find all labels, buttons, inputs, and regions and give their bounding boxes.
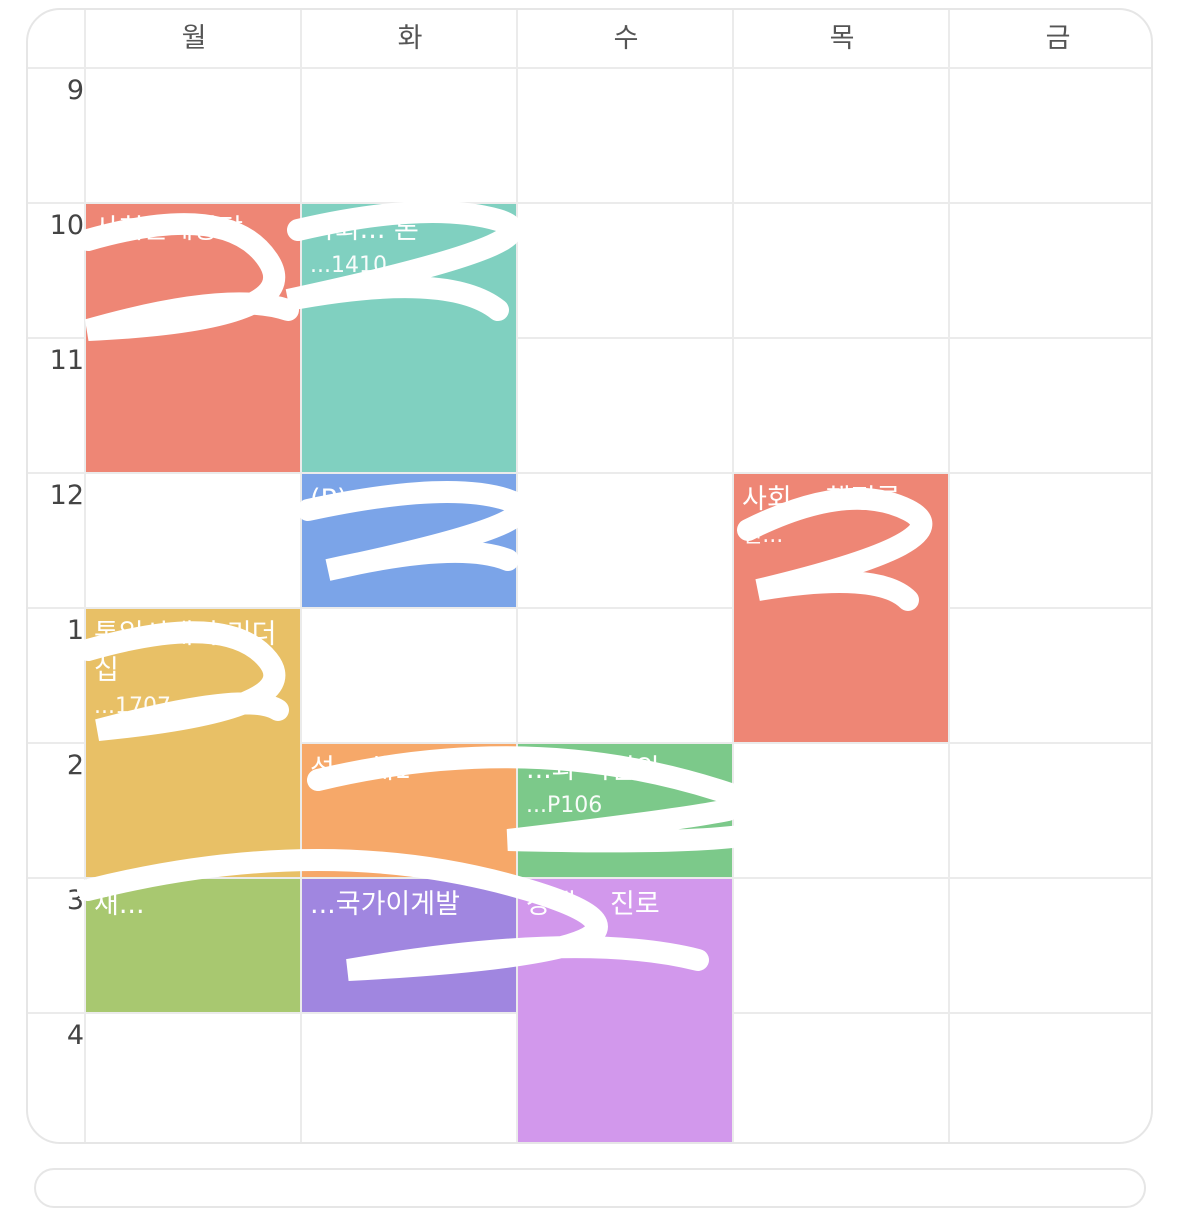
class-block[interactable]: 장애... 진로: [518, 879, 732, 1142]
class-block[interactable]: ...과 직업의 ...P106: [518, 744, 732, 877]
day-header: 금: [1045, 23, 1071, 54]
hour-label: 11: [49, 345, 84, 376]
grid-row-line: [28, 607, 1151, 609]
class-block[interactable]: 통일시대의 리더십 ...1707: [86, 609, 300, 877]
hour-label: 12: [49, 480, 84, 511]
grid-row-line: [28, 337, 1151, 339]
grid-row-line: [28, 67, 1151, 69]
hour-label: 10: [49, 210, 84, 241]
class-room: ...1707: [94, 694, 171, 719]
grid-column-line: [84, 10, 86, 1142]
hour-label: 3: [66, 885, 84, 916]
class-title: 채...: [94, 889, 145, 920]
day-header: 월: [181, 23, 207, 54]
class-title: 성... 해1: [310, 754, 412, 785]
class-room: ...1410: [310, 253, 387, 278]
hour-label: 2: [66, 750, 84, 781]
hour-label: 1: [66, 615, 84, 646]
class-block[interactable]: 사회... 론 ...1410: [302, 204, 516, 472]
class-title: (P): [310, 484, 348, 515]
class-room: ...P106: [526, 793, 603, 818]
grid-row-line: [28, 742, 1151, 744]
class-title: 사회... 론: [310, 214, 419, 245]
class-title: ...과 직업의: [526, 754, 660, 785]
day-header: 목: [829, 23, 855, 54]
grid-row-line: [28, 202, 1151, 204]
day-header: 수: [613, 23, 639, 54]
grid-row-line: [28, 472, 1151, 474]
day-header: 화: [397, 23, 423, 54]
class-block[interactable]: 성... 해1: [302, 744, 516, 877]
grid-column-line: [948, 10, 950, 1142]
class-room: 전...: [742, 523, 784, 548]
class-block[interactable]: 채...: [86, 879, 300, 1012]
class-block[interactable]: (P): [302, 474, 516, 607]
class-title: 사회... 행정론: [742, 484, 901, 515]
class-title: 장애... 진로: [526, 889, 660, 920]
class-title: 사회문제상담: [94, 214, 244, 245]
grid-column-line: [732, 10, 734, 1142]
class-title: 통일시대의 리더십: [94, 619, 277, 686]
hour-label: 4: [66, 1020, 84, 1051]
class-title: ...국가이게발: [310, 889, 460, 920]
timetable: 월 화 수 목 금 9 10 11 12 1 2 3 4 사회문제상담 사회... 론 ...1410 (P) 사…: [26, 8, 1153, 1144]
next-card: [34, 1168, 1146, 1208]
class-block[interactable]: ...국가이게발: [302, 879, 516, 1012]
hour-label: 9: [66, 75, 84, 106]
class-block[interactable]: 사회문제상담: [86, 204, 300, 472]
